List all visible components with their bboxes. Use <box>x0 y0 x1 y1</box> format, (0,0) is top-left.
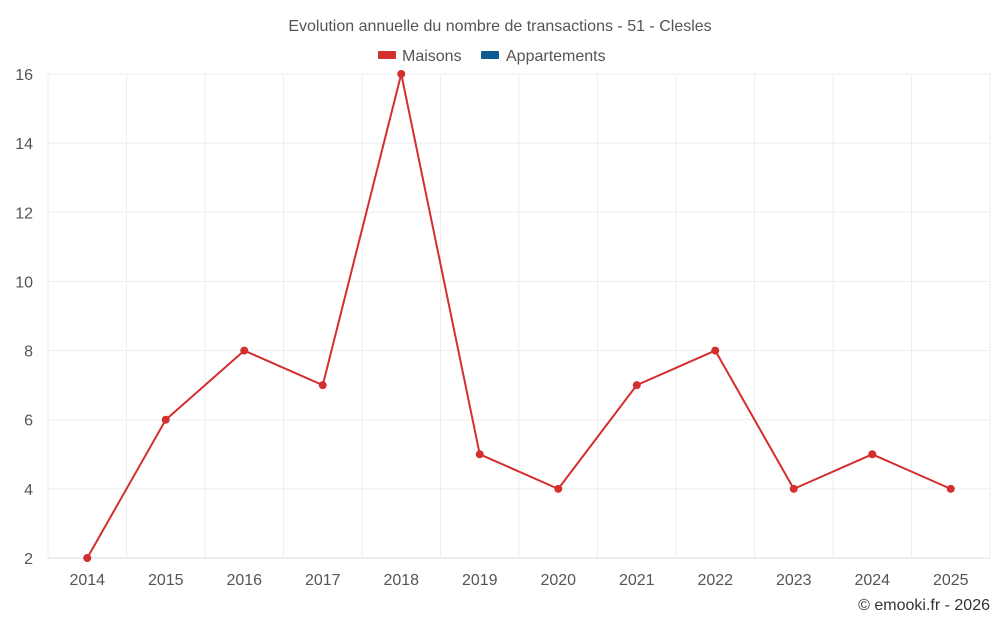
credit-text: © emooki.fr - 2026 <box>858 597 990 614</box>
y-tick-label: 4 <box>24 482 33 499</box>
x-tick-label: 2023 <box>776 572 812 589</box>
legend-swatch-appartements[interactable] <box>481 51 499 59</box>
legend: Maisons Appartements <box>378 48 606 65</box>
x-tick-label: 2016 <box>226 572 262 589</box>
y-tick-label: 10 <box>15 274 33 291</box>
data-point-maisons-2020[interactable] <box>554 484 563 493</box>
y-tick-label: 2 <box>24 551 33 568</box>
x-tick-label: 2020 <box>540 572 576 589</box>
x-gridlines <box>47 74 991 558</box>
legend-label-appartements[interactable]: Appartements <box>506 48 606 65</box>
data-point-maisons-2016[interactable] <box>240 346 249 355</box>
x-tick-label: 2017 <box>305 572 341 589</box>
x-tick-label: 2019 <box>462 572 498 589</box>
data-point-maisons-2014[interactable] <box>83 554 92 562</box>
x-axis-ticks: 2014 2015 2016 2017 2018 2019 2020 2021 2022 2023… <box>69 572 968 589</box>
legend-swatch-maisons[interactable] <box>378 51 396 59</box>
x-tick-label: 2015 <box>148 572 184 589</box>
y-tick-label: 16 <box>15 67 33 84</box>
data-point-maisons-2025[interactable] <box>946 484 955 493</box>
data-point-maisons-2021[interactable] <box>632 381 641 390</box>
y-tick-label: 14 <box>15 136 33 153</box>
x-tick-label: 2018 <box>383 572 419 589</box>
legend-label-maisons[interactable]: Maisons <box>402 48 462 65</box>
x-tick-label: 2021 <box>619 572 655 589</box>
data-point-maisons-2024[interactable] <box>868 450 877 459</box>
data-point-maisons-2022[interactable] <box>711 346 720 355</box>
y-tick-label: 6 <box>24 413 33 430</box>
x-tick-label: 2014 <box>69 572 105 589</box>
data-point-maisons-2023[interactable] <box>789 484 798 493</box>
y-tick-label: 12 <box>15 205 33 222</box>
y-axis-ticks: 2 4 6 8 10 12 14 16 <box>15 67 33 568</box>
data-point-maisons-2018[interactable] <box>397 70 406 78</box>
x-tick-label: 2025 <box>933 572 969 589</box>
data-point-maisons-2019[interactable] <box>475 450 484 459</box>
x-tick-label: 2022 <box>697 572 733 589</box>
series-layer <box>83 70 955 562</box>
x-tick-label: 2024 <box>854 572 890 589</box>
series-line-maisons <box>86 73 952 559</box>
y-tick-label: 8 <box>24 344 33 361</box>
data-point-maisons-2015[interactable] <box>161 415 170 424</box>
chart-title: Evolution annuelle du nombre de transact… <box>288 18 711 35</box>
data-point-maisons-2017[interactable] <box>318 381 327 390</box>
